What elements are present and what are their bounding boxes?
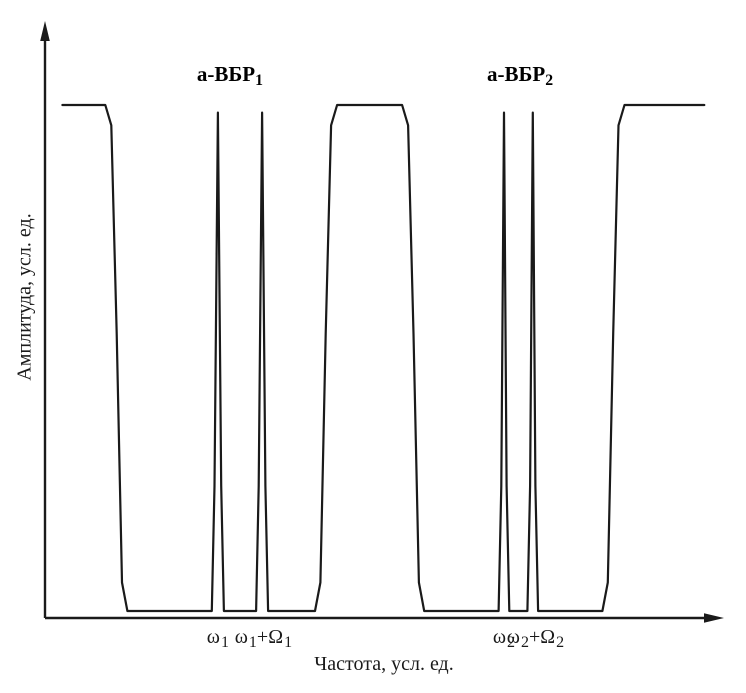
- x-tick-label: ω1+Ω1: [234, 626, 293, 651]
- x-tick-label: ω2: [492, 626, 516, 651]
- x-axis-arrowhead-icon: [704, 613, 724, 623]
- grating-label: а-ВБР2: [486, 61, 554, 89]
- x-tick-label: ω2+Ω2: [506, 626, 565, 651]
- spectrum-curve: [61, 103, 706, 613]
- x-tick-label: ω1: [206, 626, 229, 651]
- y-axis-label: Амплитуда, усл. ед.: [13, 213, 36, 381]
- x-axis-label: Частота, усл. ед.: [314, 653, 454, 675]
- y-axis-arrowhead-icon: [40, 21, 50, 41]
- grating-label: а-ВБР1: [196, 61, 263, 89]
